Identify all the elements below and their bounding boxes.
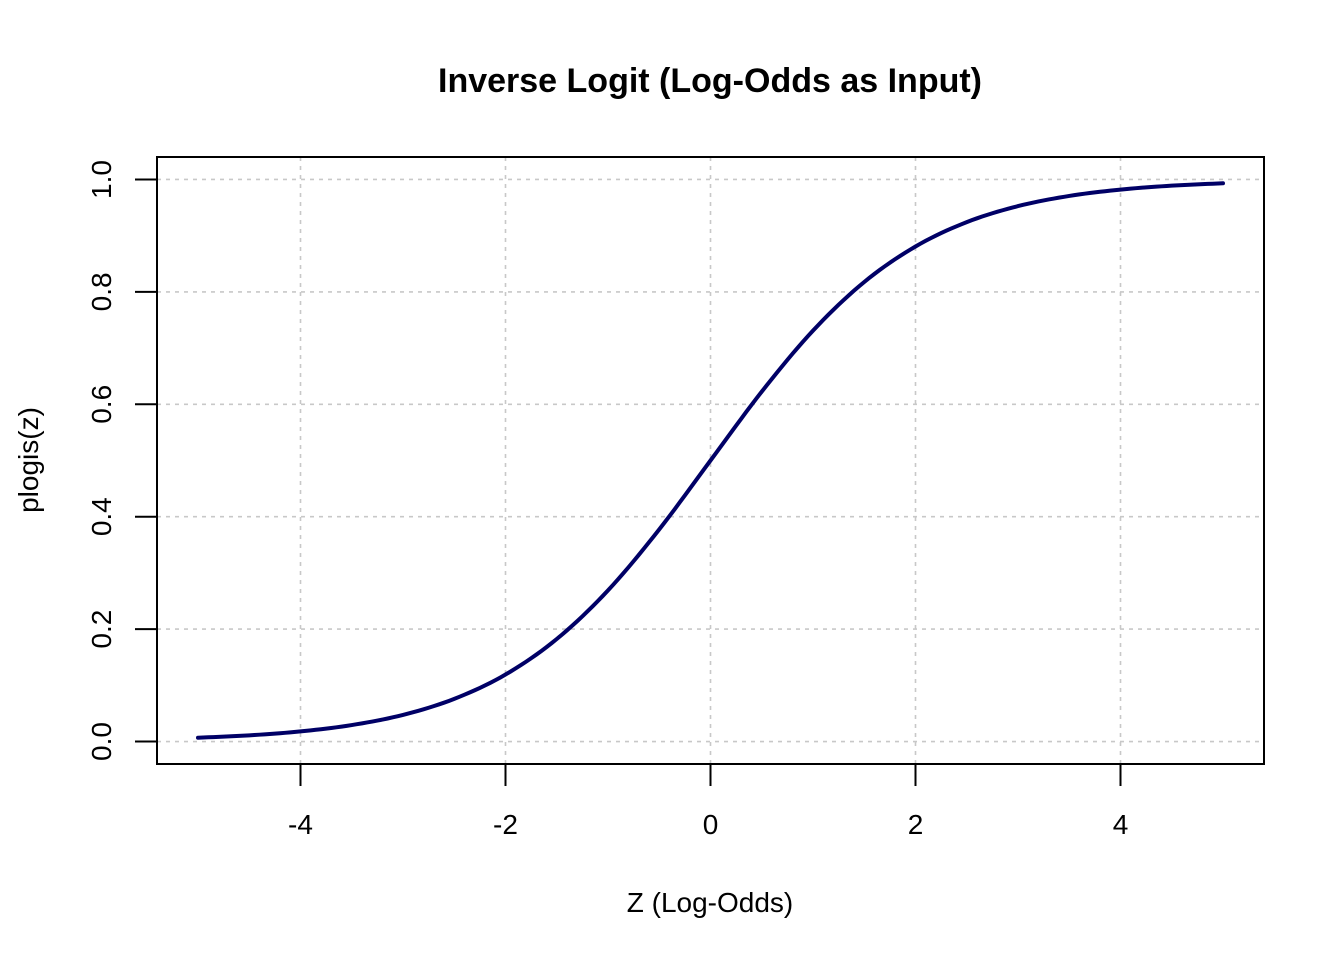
y-axis-label: plogis(z)	[13, 407, 44, 513]
x-tick-label: -2	[493, 809, 518, 840]
y-tick-label: 0.8	[86, 272, 117, 311]
y-tick-label: 0.6	[86, 385, 117, 424]
y-tick-label: 0.0	[86, 722, 117, 761]
y-tick-label: 0.2	[86, 610, 117, 649]
x-axis-label: Z (Log-Odds)	[627, 887, 794, 918]
series-layer	[196, 181, 1225, 740]
x-tick-label: 0	[703, 809, 719, 840]
y-axis: 0.0 0.2 0.4 0.6 0.8 1.0	[86, 160, 157, 761]
chart-title: Inverse Logit (Log-Odds as Input)	[438, 62, 982, 100]
x-tick-label: 2	[908, 809, 924, 840]
x-tick-label: -4	[288, 809, 313, 840]
y-tick-label: 0.4	[86, 497, 117, 536]
y-tick-label: 1.0	[86, 160, 117, 199]
x-axis: -4 -2 0 2 4	[288, 764, 1128, 840]
grid	[157, 157, 1264, 764]
x-tick-label: 4	[1113, 809, 1129, 840]
